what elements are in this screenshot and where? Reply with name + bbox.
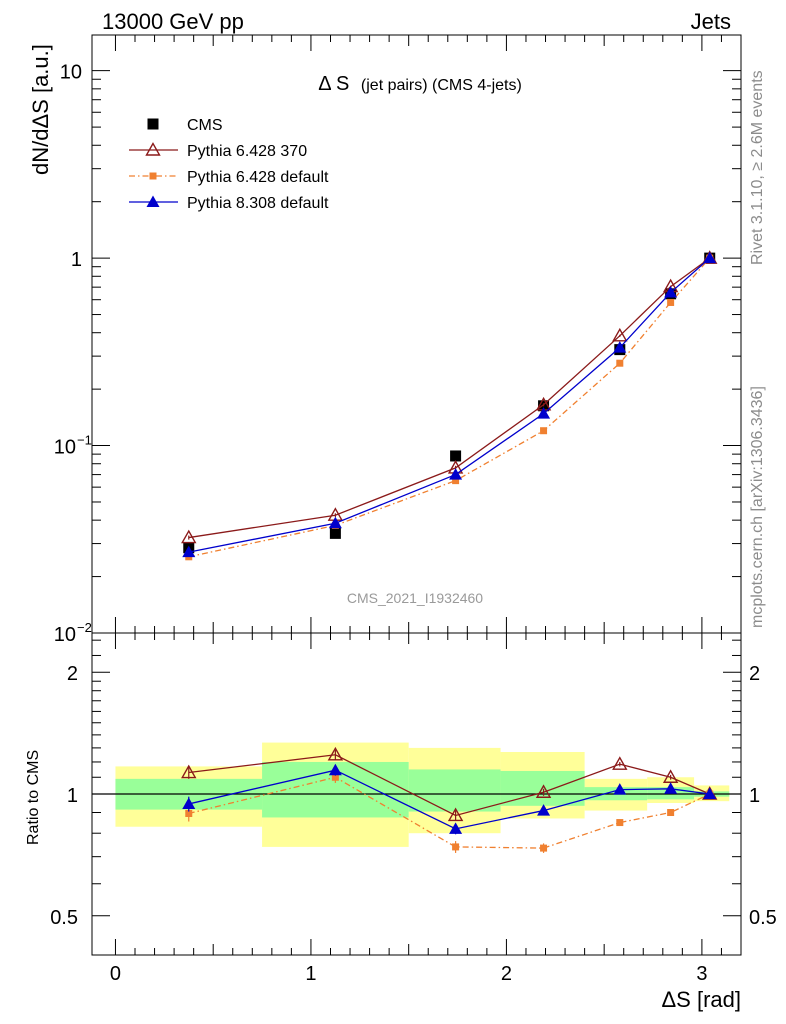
main-series-2-point <box>540 427 548 435</box>
ratio-plot: 0.5 0.5 1 1 2 2 0 1 2 3 <box>50 632 777 985</box>
analysis-watermark: CMS_2021_I1932460 <box>347 590 483 606</box>
legend-label-2: Pythia 6.428 default <box>187 169 329 186</box>
main-series-3-point <box>613 341 627 353</box>
legend: CMS Pythia 6.428 370 Pythia 6.428 default P… <box>129 117 329 212</box>
main-series-1-point <box>181 529 197 544</box>
main-ytick-label: 10 <box>54 624 76 646</box>
legend-marker-1 <box>145 142 161 156</box>
ratio-series-2-point <box>449 822 463 834</box>
legend-marker-2 <box>149 172 157 180</box>
ratio-series-2-point <box>664 782 678 794</box>
main-title: Δ S (jet pairs) (CMS 4-jets) <box>318 73 522 95</box>
header-right: Jets <box>691 9 731 34</box>
ratio-series-1-point <box>452 843 460 851</box>
ratio-series-0-point <box>327 746 344 761</box>
main-ytick-exponent: −1 <box>77 433 92 448</box>
ratio-band-inner <box>408 769 501 812</box>
main-series-1-line <box>188 257 711 539</box>
ratio-ytick-label: 1 <box>67 785 78 807</box>
ratio-xtick-label: 0 <box>110 963 121 985</box>
main-series-1-point <box>612 327 628 342</box>
legend-marker-3 <box>146 195 160 207</box>
ratio-series-2-point <box>703 787 717 799</box>
main-series-0-point <box>450 450 462 462</box>
main-series-3-point <box>449 468 463 480</box>
ratio-ytick-label-right: 1 <box>749 785 760 807</box>
ratio-series-1-point <box>331 773 339 781</box>
ratio-ytick-label: 2 <box>67 663 78 685</box>
legend-label-0: CMS <box>187 117 223 134</box>
main-title-subtitle: (jet pairs) (CMS 4-jets) <box>361 77 522 94</box>
ratio-series-0-point <box>181 764 197 779</box>
legend-marker-0 <box>147 118 159 130</box>
x-axis-label: ΔS [rad] <box>661 987 741 1012</box>
main-series-3-line <box>188 257 711 553</box>
ratio-series-2-point <box>328 763 342 776</box>
main-ytick-label: 10 <box>54 437 76 459</box>
main-ytick-label: 1 <box>71 249 82 271</box>
ratio-series-1-point <box>185 809 193 817</box>
ratio-series-1-point <box>540 844 548 852</box>
ratio-ytick-label-right: 0.5 <box>749 907 777 929</box>
main-series-3-point <box>537 407 551 419</box>
ratio-series-0-point <box>612 756 628 770</box>
main-series-2-line <box>188 257 711 558</box>
main-series-3-point <box>703 251 717 264</box>
header-left: 13000 GeV pp <box>102 9 244 34</box>
main-series-2-point <box>616 359 624 367</box>
main-ylabel: dN/dΔS [a.u.] <box>28 44 53 175</box>
ratio-xtick-label: 3 <box>696 963 707 985</box>
main-series-3-point <box>664 286 678 298</box>
ratio-xtick-label: 2 <box>501 963 512 985</box>
ratio-ylabel: Ratio to CMS <box>25 750 42 845</box>
ratio-series-1-point <box>667 809 675 817</box>
legend-label-3: Pythia 8.308 default <box>187 195 329 212</box>
main-series-3-point <box>328 516 342 529</box>
ratio-series-0-point <box>662 769 679 783</box>
main-series-3-point <box>182 545 196 558</box>
ratio-series-1-point <box>616 819 624 827</box>
legend-label-1: Pythia 6.428 370 <box>187 143 307 160</box>
ratio-ytick-label: 0.5 <box>50 907 78 929</box>
main-ytick-label: 10 <box>60 62 82 84</box>
ratio-series-0-point <box>447 807 464 822</box>
ratio-ytick-label-right: 2 <box>749 663 760 685</box>
main-series-0-point <box>329 527 341 539</box>
source-label: mcplots.cern.ch [arXiv:1306.3436] <box>749 386 766 628</box>
main-series-2-point <box>667 298 675 306</box>
main-title-symbol: Δ S <box>318 73 349 95</box>
ratio-series-2-point <box>182 797 196 809</box>
ratio-series-0-point <box>535 784 552 798</box>
main-series-2-point <box>452 477 460 485</box>
ratio-series-2-point <box>537 804 551 816</box>
main-ytick-exponent: −2 <box>77 620 92 635</box>
rivet-label: Rivet 3.1.10, ≥ 2.6M events <box>749 70 766 265</box>
ratio-series-2-point <box>613 783 627 795</box>
ratio-xtick-label: 1 <box>305 963 316 985</box>
